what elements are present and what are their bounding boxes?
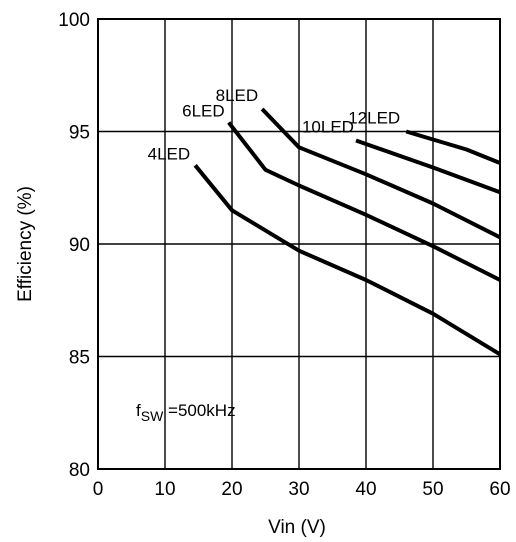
x-tick-label: 60 [489,479,510,500]
annotation-suffix: =500kHz [163,401,235,420]
y-tick-label: 80 [69,460,90,481]
x-tick-label: 10 [154,479,175,500]
series-line-8led [260,107,501,240]
x-tick-label: 40 [355,479,376,500]
switching-frequency-annotation: fSW =500kHz [136,401,236,424]
series-line-12led [405,129,501,165]
y-tick-label: 100 [58,10,90,31]
series-line-4led [193,164,502,357]
annotation-prefix: f [136,401,141,420]
plot-frame [97,18,501,470]
y-tick-label: 90 [69,235,90,256]
x-tick-label: 20 [221,479,242,500]
y-axis-title: Efficiency (%) [15,186,36,302]
y-tick-label: 95 [69,123,90,144]
series-label-10led: 10LED [302,118,354,137]
grid [98,19,500,469]
series-line-6led [227,121,501,282]
series-label-8led: 8LED [216,86,259,105]
annotation-subscript: SW [141,408,164,424]
x-tick-label: 0 [93,479,104,500]
series-line-10led [355,138,501,195]
series-label-12led: 12LED [348,109,400,128]
y-tick-label: 85 [69,348,90,369]
series-lines [193,107,502,357]
series-label-4led: 4LED [148,144,191,163]
x-axis-title: Vin (V) [268,517,326,538]
series-label-6led: 6LED [182,102,225,121]
x-tick-label: 30 [288,479,309,500]
x-tick-label: 50 [422,479,443,500]
